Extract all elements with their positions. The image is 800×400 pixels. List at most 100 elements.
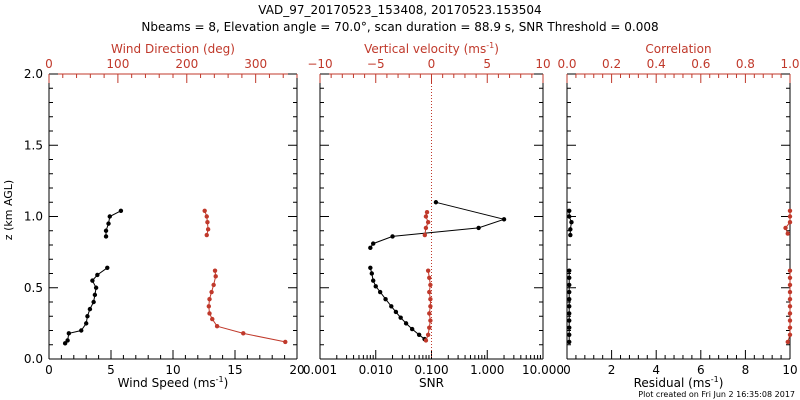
data-point: [428, 296, 433, 302]
y-tick-label: 0.5: [24, 281, 43, 295]
data-point: [416, 332, 422, 337]
series-1: [422, 210, 433, 343]
data-point: [567, 208, 572, 213]
data-point: [433, 200, 439, 205]
data-point: [787, 325, 793, 330]
x-bottom-tick-label: 5: [107, 363, 115, 377]
data-point: [787, 318, 793, 323]
data-point: [85, 314, 90, 319]
data-point: [787, 275, 793, 280]
x-top-tick-label: 0.0: [557, 57, 576, 71]
data-point: [787, 208, 793, 213]
x-bottom-tick-label: 1.000: [470, 363, 504, 377]
data-point: [425, 268, 431, 273]
x-top-label-main: Wind Direction (deg): [111, 42, 235, 56]
x-top-tick-label: −10: [307, 57, 332, 71]
x-bottom-tick-label: 10: [165, 363, 180, 377]
figure-title: VAD_97_20170523_153408, 20170523.153504: [258, 3, 541, 17]
x-top-label-tail: ): [494, 42, 499, 56]
x-bottom-label-tail: ): [719, 376, 724, 390]
data-point: [567, 289, 572, 295]
data-point: [567, 282, 572, 288]
data-point: [107, 214, 112, 219]
data-point: [567, 339, 572, 345]
data-point: [785, 231, 790, 236]
data-point: [427, 275, 432, 280]
data-point: [567, 275, 572, 280]
data-point: [390, 234, 395, 239]
x-top-tick-label: 0.8: [736, 57, 755, 71]
x-top-tick-label: 0.4: [647, 57, 666, 71]
series-line: [208, 270, 286, 343]
data-point: [206, 304, 212, 309]
data-point: [212, 268, 218, 273]
data-point: [409, 326, 415, 332]
plot-created-note: Plot created on Fri Jun 2 16:35:08 2017: [638, 390, 795, 399]
x-top-label: Wind Direction (deg): [111, 42, 235, 56]
data-point: [79, 328, 84, 333]
data-point: [377, 289, 383, 295]
data-point: [93, 285, 99, 290]
data-point: [425, 220, 431, 225]
data-point: [389, 304, 394, 309]
data-point: [423, 225, 429, 231]
y-tick-label: 1.5: [24, 138, 43, 152]
data-point: [103, 234, 109, 239]
data-point: [569, 220, 574, 225]
y-axis-label: z (km AGL): [2, 180, 15, 240]
data-point: [92, 292, 98, 298]
x-bottom-label-sup: -1: [711, 375, 719, 384]
x-bottom-tick-label: 20: [289, 363, 304, 377]
series-line: [369, 267, 425, 340]
data-point: [370, 241, 376, 246]
x-top-tick-label: 5: [483, 57, 491, 71]
data-point: [106, 221, 111, 226]
data-point: [783, 225, 788, 231]
x-top-tick-label: 300: [244, 57, 267, 71]
x-bottom-tick-label: 8: [742, 363, 750, 377]
data-point: [787, 311, 793, 316]
data-point: [787, 282, 793, 288]
data-point: [90, 278, 95, 283]
data-point: [368, 245, 373, 251]
data-point: [501, 217, 507, 222]
series-line: [64, 267, 108, 344]
data-point: [787, 268, 793, 273]
data-point: [567, 325, 572, 330]
x-top-label: Correlation: [645, 42, 711, 56]
data-point: [91, 299, 96, 305]
x-top-label-main: Vertical velocity (ms: [364, 42, 486, 56]
data-point: [568, 232, 573, 238]
data-point: [427, 325, 432, 330]
data-point: [427, 289, 432, 295]
data-point: [425, 332, 431, 337]
x-bottom-tick-label: 15: [227, 363, 242, 377]
data-point: [368, 265, 373, 270]
x-bottom-tick-label: 0.100: [414, 363, 448, 377]
data-point: [403, 321, 409, 326]
data-point: [422, 232, 428, 238]
x-bottom-label: Residual (ms-1): [634, 375, 724, 390]
data-point: [567, 214, 572, 219]
x-bottom-label-main: Residual (ms: [634, 376, 711, 390]
x-bottom-tick-label: 0: [45, 363, 53, 377]
data-point: [95, 272, 100, 278]
data-point: [205, 227, 211, 232]
data-point: [84, 321, 89, 326]
x-bottom-tick-label: 2: [608, 363, 616, 377]
x-bottom-tick-label: 4: [652, 363, 660, 377]
y-tick-label: 2.0: [24, 67, 43, 81]
data-point: [383, 296, 388, 302]
series-1: [202, 208, 288, 345]
data-point: [567, 296, 572, 302]
data-point: [567, 332, 572, 337]
data-point: [205, 220, 210, 225]
data-point: [204, 214, 209, 219]
data-point: [787, 214, 793, 219]
data-point: [207, 311, 212, 316]
data-point: [787, 296, 793, 302]
data-point: [787, 304, 793, 309]
data-point: [567, 268, 572, 273]
